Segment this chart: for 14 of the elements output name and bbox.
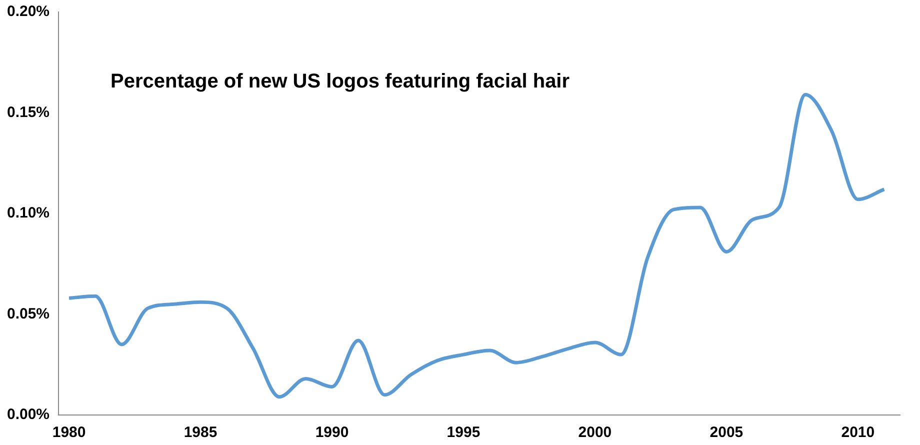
x-tick-label: 1995: [446, 424, 480, 442]
y-tick-label: 0.10%: [6, 204, 50, 222]
x-tick-label: 1985: [184, 424, 218, 442]
text: Percentage of new US logos featuring facial hair: [110, 70, 570, 93]
x-tick-label: 1980: [52, 424, 86, 442]
y-tick-label: 0.00%: [6, 406, 50, 424]
y-tick-label: 0.15%: [6, 104, 50, 121]
x-tick-label: 2010: [841, 424, 875, 442]
y-tick-label: 0.20%: [6, 3, 50, 20]
x-tick-label: 1990: [315, 424, 349, 442]
x-tick-label: 2005: [710, 424, 744, 442]
x-tick-label: 2000: [578, 424, 612, 442]
line-series: [67, 92, 886, 399]
y-tick-label: 0.05%: [6, 305, 50, 322]
